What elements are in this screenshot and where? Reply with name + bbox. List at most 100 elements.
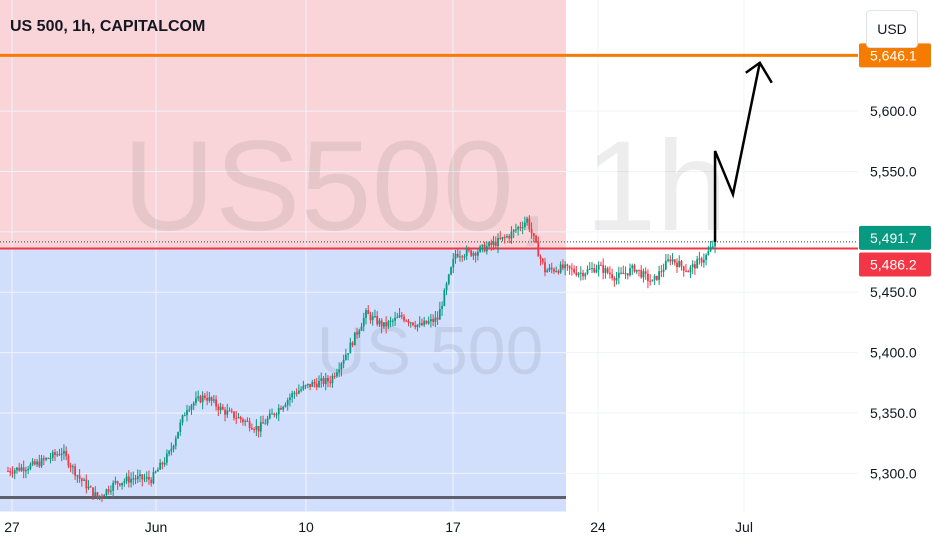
- candle: [199, 394, 202, 404]
- candle: [165, 449, 168, 466]
- candle: [376, 311, 379, 327]
- candle: [315, 377, 318, 391]
- candle-body: [615, 277, 618, 281]
- candle: [170, 442, 173, 456]
- candle: [557, 269, 560, 275]
- candle-body: [539, 256, 542, 259]
- candle-body: [304, 385, 307, 387]
- candle: [286, 397, 289, 411]
- chart-title: US 500, 1h, CAPITALCOM: [10, 18, 206, 35]
- candle: [568, 265, 571, 275]
- candle-body: [136, 476, 139, 480]
- candle-body: [678, 261, 681, 268]
- candle: [673, 258, 676, 266]
- candle: [195, 391, 197, 406]
- candle-body: [233, 411, 235, 419]
- candle: [553, 267, 555, 275]
- candle-body: [291, 393, 294, 398]
- currency-button[interactable]: USD: [866, 10, 918, 48]
- profit-zone: [0, 0, 566, 249]
- candle-body: [528, 218, 531, 230]
- candle: [483, 241, 486, 253]
- candle: [217, 403, 220, 417]
- candle: [548, 264, 551, 273]
- candle-body: [336, 372, 338, 377]
- candle-body: [74, 466, 77, 476]
- candle-body: [497, 237, 499, 247]
- candle: [9, 467, 12, 477]
- candle: [676, 258, 678, 273]
- candle-body: [69, 465, 72, 468]
- candle-body: [177, 431, 179, 439]
- candle-body: [629, 268, 631, 276]
- candle-body: [550, 267, 553, 270]
- candle-body: [472, 253, 475, 256]
- candle-body: [559, 264, 562, 273]
- candle-body: [687, 271, 690, 273]
- candle-body: [253, 429, 256, 431]
- candle: [378, 318, 381, 328]
- candle-body: [121, 482, 124, 486]
- candle: [302, 380, 305, 391]
- candle: [329, 375, 332, 388]
- candle-body: [331, 375, 334, 384]
- candle: [400, 311, 403, 320]
- candle-body: [51, 452, 54, 458]
- candle: [141, 473, 144, 487]
- candle-body: [631, 265, 634, 269]
- candle: [476, 248, 479, 261]
- x-tick-label: 27: [4, 519, 20, 535]
- candle-body: [262, 422, 264, 424]
- candle-body: [412, 322, 414, 326]
- candle-body: [123, 481, 126, 483]
- candle-body: [660, 271, 663, 273]
- candle: [38, 454, 41, 468]
- y-tick-label: 5,550.0: [870, 163, 917, 179]
- candle-body: [114, 481, 117, 483]
- candle-body: [427, 321, 430, 324]
- candle: [208, 392, 211, 403]
- candle: [76, 474, 79, 483]
- candle: [161, 461, 164, 470]
- candle: [289, 393, 291, 407]
- candle: [597, 261, 600, 277]
- candle-body: [680, 261, 683, 267]
- candle-body: [297, 390, 300, 394]
- candle: [555, 266, 558, 273]
- candle: [304, 384, 307, 390]
- candle: [488, 241, 490, 248]
- candle-body: [570, 268, 573, 270]
- candle: [215, 395, 217, 411]
- candle: [123, 478, 126, 487]
- candle-body: [517, 227, 520, 230]
- candle: [271, 408, 273, 415]
- candle-body: [85, 479, 88, 489]
- candle-body: [405, 320, 408, 322]
- candle-body: [640, 270, 643, 278]
- candle-body: [302, 385, 305, 390]
- candle: [362, 312, 365, 332]
- candle: [98, 495, 101, 501]
- candle: [606, 266, 609, 275]
- candle-body: [208, 397, 211, 401]
- candle: [396, 312, 399, 319]
- candle: [615, 271, 618, 285]
- candle: [481, 244, 484, 253]
- candle: [7, 466, 9, 472]
- candle: [564, 261, 567, 276]
- candle-body: [110, 490, 112, 492]
- candle: [291, 390, 294, 403]
- candle: [282, 405, 285, 412]
- candle-body: [356, 332, 358, 335]
- candle-body: [535, 236, 537, 243]
- candle-body: [705, 254, 707, 260]
- candle-body: [221, 406, 224, 410]
- candle: [74, 463, 77, 480]
- candle: [575, 266, 578, 277]
- candle-body: [235, 418, 238, 420]
- candle: [85, 474, 88, 494]
- candle-body: [327, 377, 329, 382]
- candle: [188, 405, 191, 413]
- y-tick-label: 5,600.0: [870, 103, 917, 119]
